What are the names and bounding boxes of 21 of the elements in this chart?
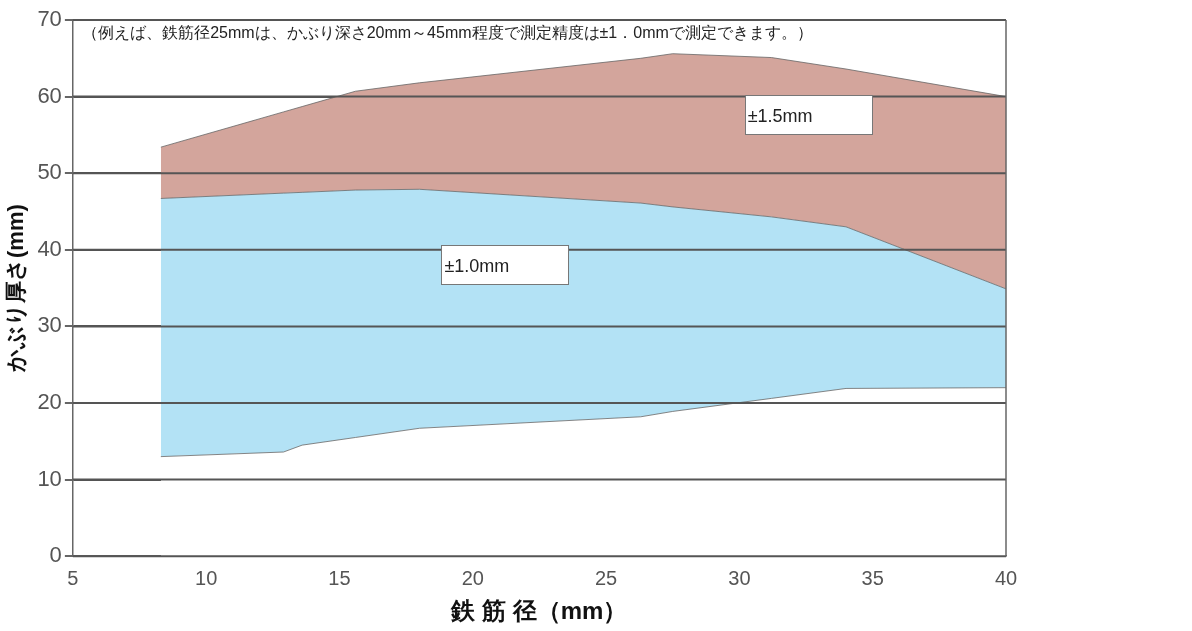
x-tick-label: 15 xyxy=(328,566,351,589)
label-box: ±1.5mm xyxy=(744,95,873,136)
x-axis-title: 鉄 筋 径（mm） xyxy=(450,597,628,625)
annotation: （例えば、鉄筋径25mmは、かぶり深さ20mm～45mm程度で測定精度は±1．0mmで測定できます。） xyxy=(82,22,813,43)
y-tick-label: 0 xyxy=(49,542,62,568)
x-tick-label: 25 xyxy=(594,566,618,589)
x-tick-label: 30 xyxy=(728,566,751,589)
x-tick-label: 35 xyxy=(861,566,884,589)
x-tick-label: 40 xyxy=(994,566,1018,589)
y-tick-label: 10 xyxy=(37,465,62,491)
x-tick-label: 5 xyxy=(67,566,79,589)
x-tick-label: 10 xyxy=(195,566,218,589)
y-tick-label: 70 xyxy=(37,6,62,32)
label-box: ±1.0mm xyxy=(441,245,570,286)
y-tick-label: 60 xyxy=(37,82,62,108)
y-tick-label: 50 xyxy=(37,159,62,185)
y-axis-title: かぶり厚さ(mm) xyxy=(3,204,29,373)
y-tick-label: 20 xyxy=(37,389,62,415)
y-tick-label: 40 xyxy=(37,235,62,261)
y-tick-label: 30 xyxy=(37,312,62,338)
x-tick-label: 20 xyxy=(461,566,484,589)
